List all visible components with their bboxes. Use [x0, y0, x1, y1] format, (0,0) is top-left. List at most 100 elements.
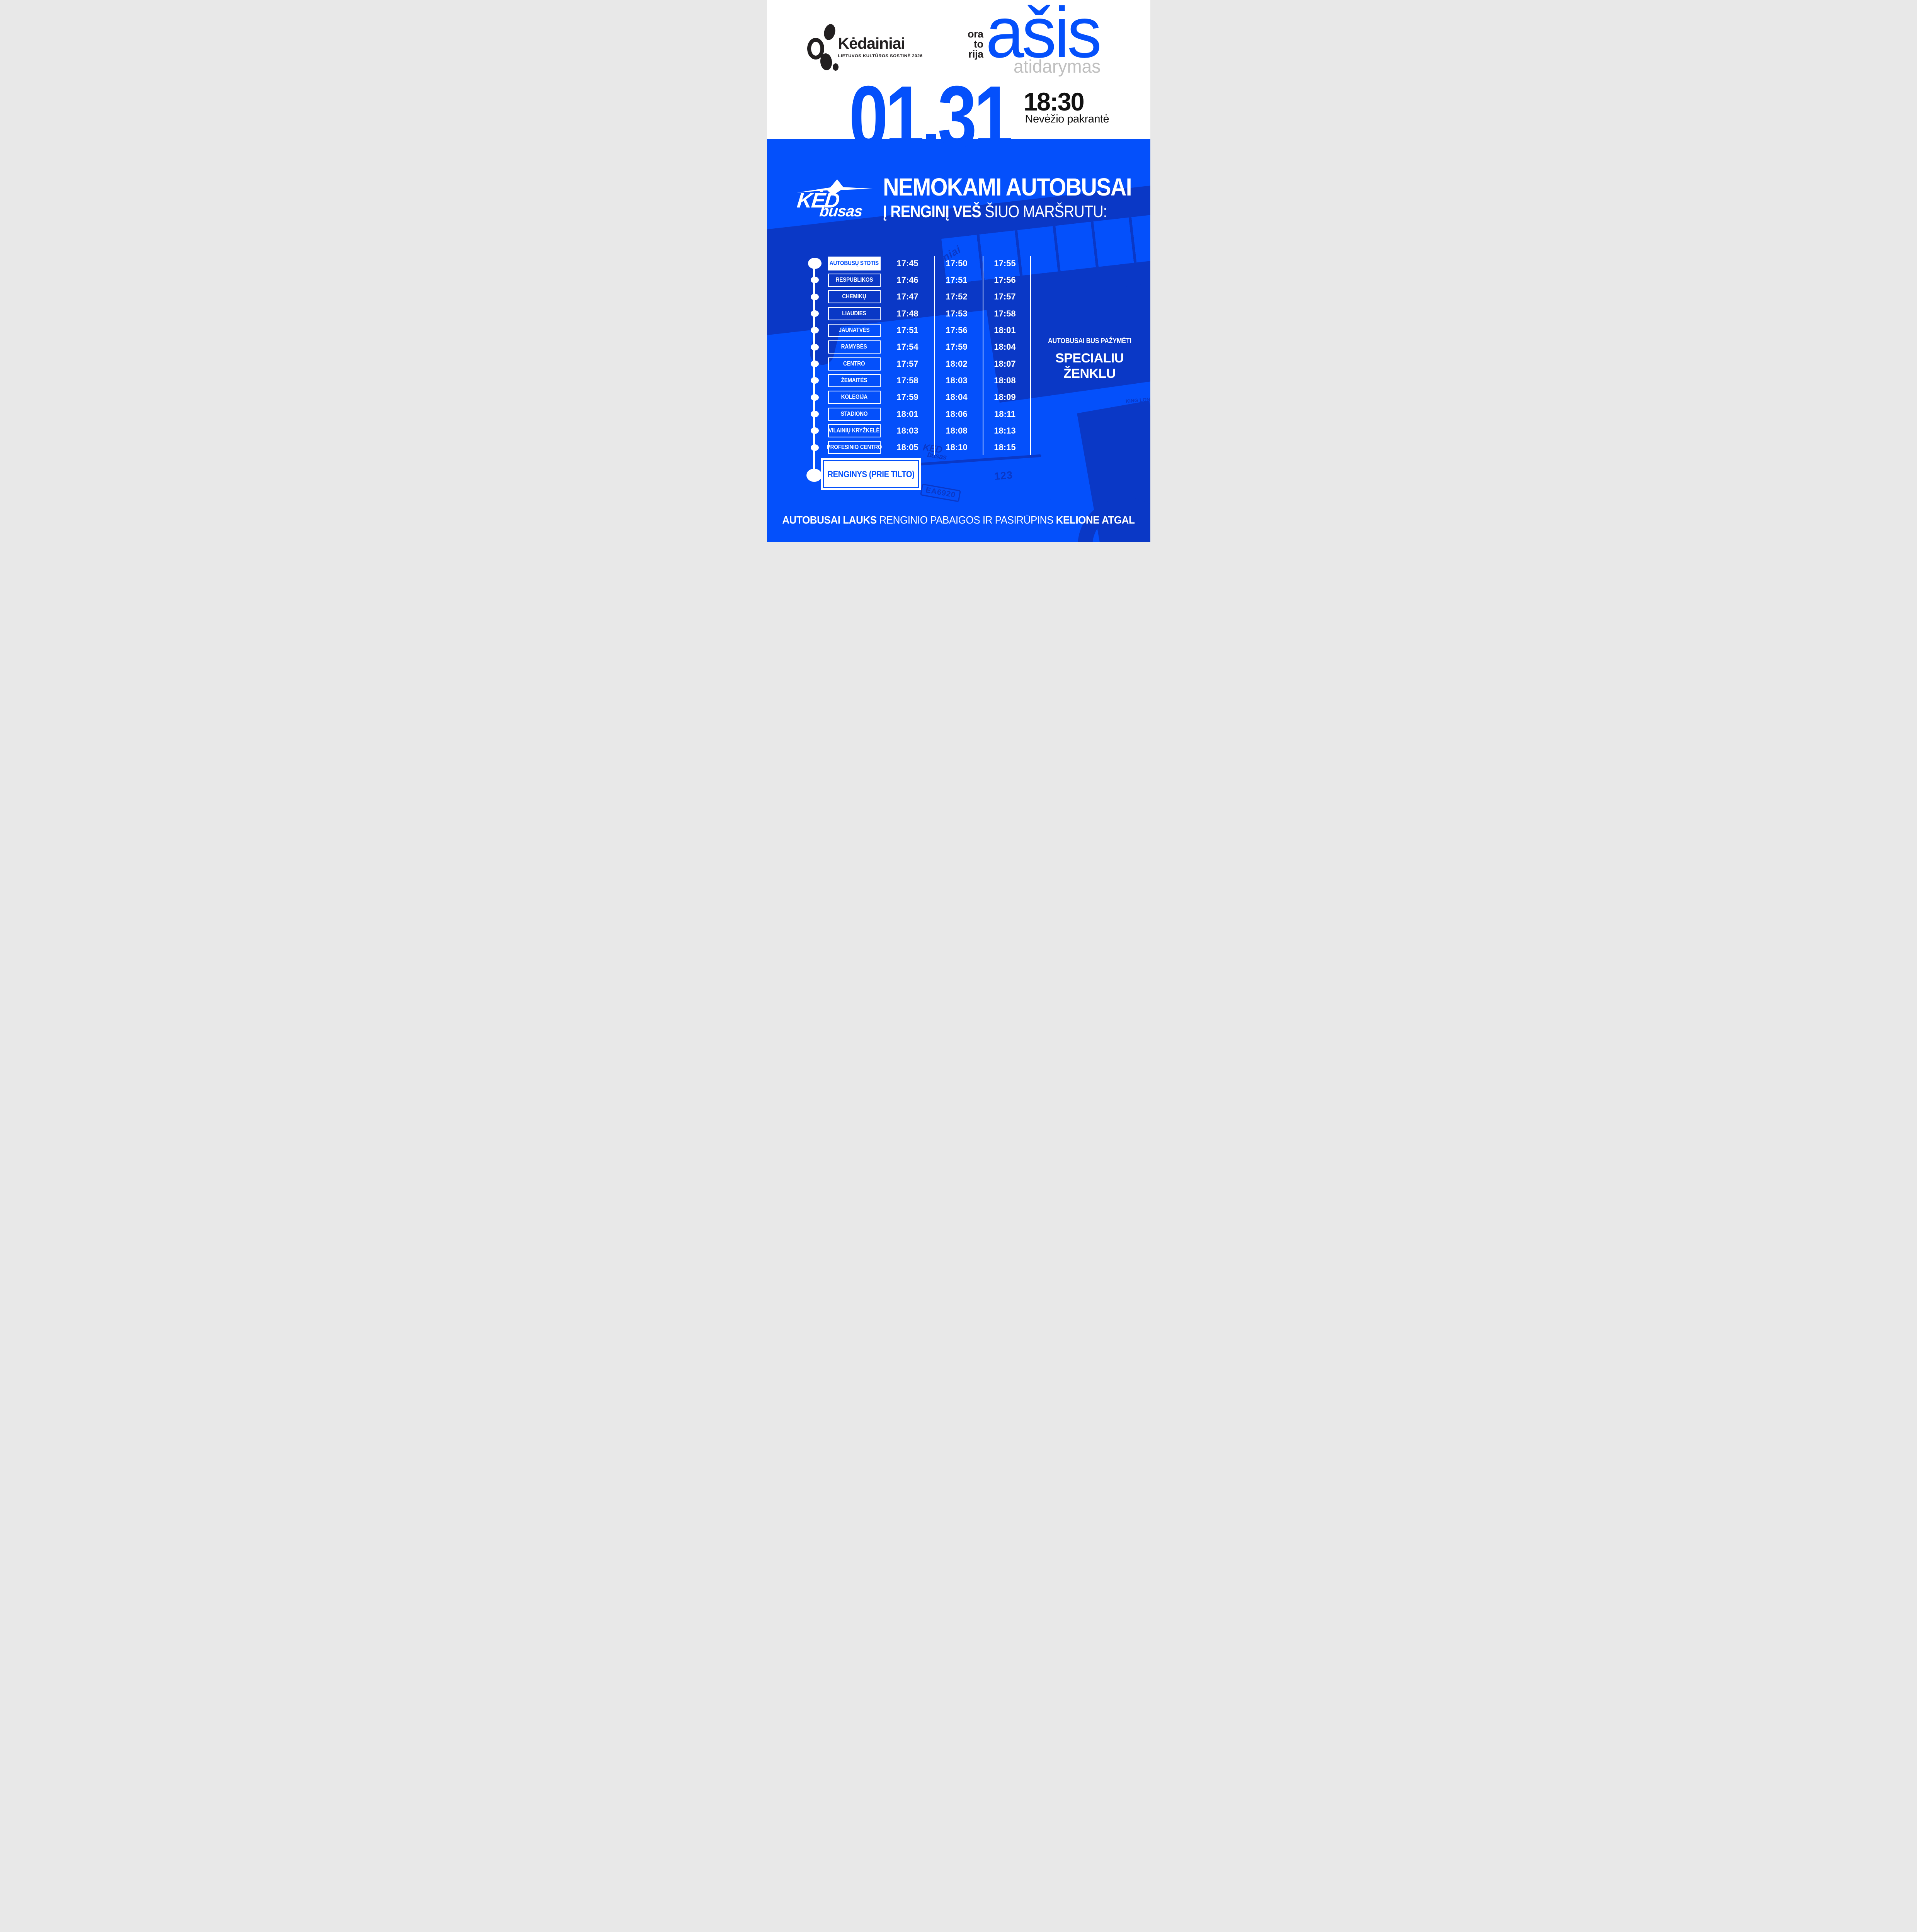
stop-label: VILAINIŲ KRYŽKELĖ	[828, 424, 881, 437]
departure-time: 18:13	[994, 425, 1016, 435]
route-dot-cell	[804, 344, 826, 350]
route-dot	[811, 361, 819, 367]
departure-time: 18:04	[946, 392, 968, 402]
prefix-line: rija	[968, 48, 983, 60]
route-dot-cell	[804, 327, 826, 334]
event-date: 01.31	[849, 68, 1013, 166]
stop-label: ŽEMAITĖS	[828, 374, 881, 387]
bus-schedule-table: AUTOBUSŲ STOTIS 17:45 17:50 17:55 RESPUB…	[804, 255, 1032, 456]
departure-time: 17:48	[896, 308, 919, 318]
headline-line2-regular	[981, 202, 985, 221]
stop-label: CENTRO	[828, 357, 881, 371]
city-name: Kėdainiai	[838, 34, 905, 52]
route-dot	[811, 377, 819, 384]
departure-time: 18:11	[994, 409, 1016, 419]
stop-label: STADIONO	[828, 407, 881, 421]
route-dot-cell	[804, 361, 826, 367]
stop-label: AUTOBUSŲ STOTIS	[828, 256, 881, 270]
departure-time: 17:59	[946, 342, 968, 352]
route-dot-cell	[804, 394, 826, 401]
footer-bold-1: AUTOBUSAI LAUKS	[782, 514, 877, 526]
stop-label: RESPUBLIKOS	[828, 273, 881, 287]
departure-time: 17:57	[994, 292, 1016, 302]
route-dot-cell	[804, 277, 826, 284]
column-separator	[1030, 256, 1031, 455]
route-dot	[811, 411, 819, 418]
prefix-line: ora	[967, 28, 983, 40]
side-note-emphasis: SPECIALIU ŽENKLU	[1042, 350, 1137, 381]
stop-label: RAMYBĖS	[828, 340, 881, 354]
departure-time: 18:06	[946, 409, 968, 419]
header: Kėdainiai LIETUVOS KULTŪROS SOSTINĖ 2026…	[767, 0, 1150, 161]
route-dot-cell	[804, 293, 826, 300]
footer-regular: RENGINIO PABAIGOS IR PASIRŪPINS	[876, 514, 1056, 526]
departure-time: 17:58	[896, 375, 919, 385]
departure-time: 17:46	[896, 275, 919, 285]
stop-label: JAUNATVĖS	[828, 323, 881, 337]
departure-time: 18:04	[994, 342, 1016, 352]
route-dot	[811, 427, 819, 434]
departure-time: 17:57	[896, 359, 919, 369]
side-note-line1: AUTOBUSAI BUS PAŽYMĖTI	[1048, 337, 1131, 345]
departure-time: 17:51	[896, 325, 919, 335]
stop-label: PROFESINIO CENTRO	[827, 441, 882, 454]
departure-time: 18:01	[994, 325, 1016, 335]
side-note-line2: SPECIALIU	[1055, 351, 1124, 366]
departure-time: 18:03	[946, 375, 968, 385]
schedule-section: kėdainiai 123 KĖD busas EA6920 KING LONG…	[767, 139, 1150, 542]
route-dot	[811, 277, 819, 284]
kedbusas-logo-bottom: busas	[818, 203, 863, 220]
departure-time: 18:09	[994, 392, 1016, 402]
departure-time: 17:56	[946, 325, 968, 335]
headline-line2-bold: Į RENGINĮ VEŠ	[883, 202, 981, 221]
route-dot	[811, 344, 819, 350]
event-title: ašis	[985, 0, 1102, 73]
headline-line1: NEMOKAMI AUTOBUSAI	[883, 173, 1132, 201]
kedbusas-logo: KĖD busas	[796, 179, 878, 220]
headline-line2-regular: ŠIUO MARŠRUTU:	[984, 202, 1107, 221]
route-dot-cell	[804, 411, 826, 418]
stop-label: KOLEGIJA	[828, 391, 881, 404]
departure-time: 17:50	[946, 258, 968, 268]
event-time: 18:30	[1023, 87, 1085, 116]
route-dot	[811, 327, 819, 334]
route-timeline-line	[813, 264, 815, 475]
departure-time: 18:15	[994, 442, 1016, 452]
departure-time: 17:54	[896, 342, 919, 352]
event-venue: Nevėžio pakrantė	[1025, 113, 1109, 125]
route-dot	[811, 310, 819, 317]
departure-time: 17:58	[994, 308, 1016, 318]
departure-time: 17:52	[946, 292, 968, 302]
route-dot-cell	[804, 310, 826, 317]
stop-label: CHEMIKŲ	[828, 290, 881, 304]
departure-time: 18:02	[946, 359, 968, 369]
event-poster: Kėdainiai LIETUVOS KULTŪROS SOSTINĖ 2026…	[767, 0, 1150, 542]
city-logo-text: Kėdainiai LIETUVOS KULTŪROS SOSTINĖ 2026	[838, 34, 923, 59]
logo-ellipse	[822, 23, 837, 41]
departure-time: 17:53	[946, 308, 968, 318]
departure-time: 18:05	[896, 442, 919, 452]
route-final-dot	[806, 469, 822, 482]
departure-time: 18:08	[994, 375, 1016, 385]
departure-time: 18:10	[946, 442, 968, 452]
bus-route-number: 123	[993, 469, 1013, 483]
stop-label: LIAUDIES	[828, 307, 881, 320]
route-dot-cell	[804, 444, 826, 451]
city-subtitle: LIETUVOS KULTŪROS SOSTINĖ 2026	[838, 54, 923, 58]
event-logo-prefix: ora to rija	[954, 29, 983, 60]
route-dot	[808, 258, 822, 269]
final-stop-label: RENGINYS (PRIE TILTO)	[827, 469, 915, 479]
departure-time: 17:56	[994, 275, 1016, 285]
final-stop-box: RENGINYS (PRIE TILTO)	[821, 458, 921, 490]
departure-time: 17:47	[896, 292, 919, 302]
route-dot-cell	[804, 377, 826, 384]
logo-dot	[832, 63, 839, 71]
logo-ring	[807, 38, 824, 60]
logo-ellipse	[819, 53, 833, 71]
departure-time: 18:03	[896, 425, 919, 435]
departure-time: 18:01	[896, 409, 919, 419]
departure-time: 17:55	[994, 258, 1016, 268]
departure-time: 17:51	[946, 275, 968, 285]
departure-time: 18:07	[994, 359, 1016, 369]
prefix-line: to	[974, 38, 983, 50]
